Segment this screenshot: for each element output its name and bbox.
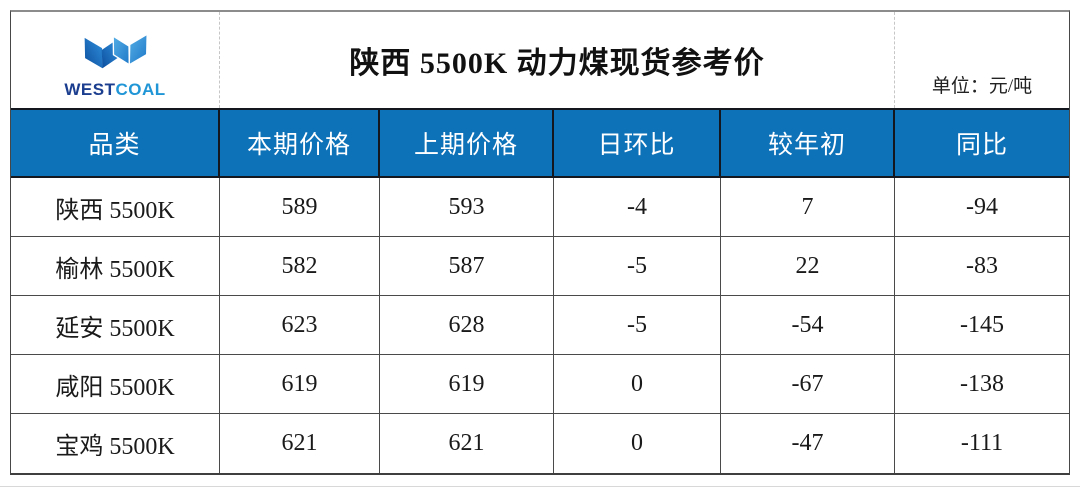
page-title: 陕西 5500K 动力煤现货参考价 <box>349 47 765 80</box>
table-cell-category: 陕西 5500K <box>11 178 220 237</box>
col-header-ytd-change: 较年初 <box>721 108 895 178</box>
table-cell-value: -47 <box>721 414 895 473</box>
col-header-yoy-change: 同比 <box>895 108 1069 178</box>
westcoal-w-icon <box>84 32 148 68</box>
table-cell-category: 咸阳 5500K <box>11 355 220 414</box>
col-header-daily-change: 日环比 <box>554 108 721 178</box>
table-cell-category: 榆林 5500K <box>11 237 220 296</box>
table-cell-value: 7 <box>721 178 895 237</box>
table-cell-value: 589 <box>220 178 380 237</box>
table-cell-value: 582 <box>220 237 380 296</box>
col-header-current-price: 本期价格 <box>220 108 380 178</box>
table-cell-value: 623 <box>220 296 380 355</box>
table-cell-value: 0 <box>554 414 721 473</box>
logo-cell: WESTCOAL <box>11 12 220 108</box>
col-header-category: 品类 <box>11 108 220 178</box>
table-cell-value: -5 <box>554 296 721 355</box>
brand-coal-text: COAL <box>115 79 166 99</box>
price-table: WESTCOAL 陕西 5500K 动力煤现货参考价 单位：元/吨 品类 本期价… <box>10 10 1070 475</box>
table-cell-value: -145 <box>895 296 1069 355</box>
table-cell-value: -5 <box>554 237 721 296</box>
table-cell-value: -83 <box>895 237 1069 296</box>
brand-wordmark: WESTCOAL <box>64 81 165 98</box>
unit-cell: 单位：元/吨 <box>895 12 1069 108</box>
table-cell-value: 22 <box>721 237 895 296</box>
table-cell-value: -111 <box>895 414 1069 473</box>
table-cell-value: -94 <box>895 178 1069 237</box>
table-cell-value: 619 <box>220 355 380 414</box>
table-cell-value: 0 <box>554 355 721 414</box>
table-cell-category: 延安 5500K <box>11 296 220 355</box>
table-cell-value: -138 <box>895 355 1069 414</box>
table-cell-value: 587 <box>380 237 554 296</box>
table-cell-value: 628 <box>380 296 554 355</box>
table-cell-category: 宝鸡 5500K <box>11 414 220 473</box>
table-cell-value: -4 <box>554 178 721 237</box>
page-bottom-divider <box>0 486 1080 487</box>
brand-west-text: WEST <box>64 79 116 99</box>
table-cell-value: 593 <box>380 178 554 237</box>
unit-label: 单位：元/吨 <box>931 76 1033 97</box>
table-cell-value: 619 <box>380 355 554 414</box>
title-cell: 陕西 5500K 动力煤现货参考价 <box>220 12 895 108</box>
table-cell-value: 621 <box>220 414 380 473</box>
price-table-grid: WESTCOAL 陕西 5500K 动力煤现货参考价 单位：元/吨 品类 本期价… <box>11 12 1069 473</box>
col-header-previous-price: 上期价格 <box>380 108 554 178</box>
table-cell-value: 621 <box>380 414 554 473</box>
table-cell-value: -54 <box>721 296 895 355</box>
table-cell-value: -67 <box>721 355 895 414</box>
